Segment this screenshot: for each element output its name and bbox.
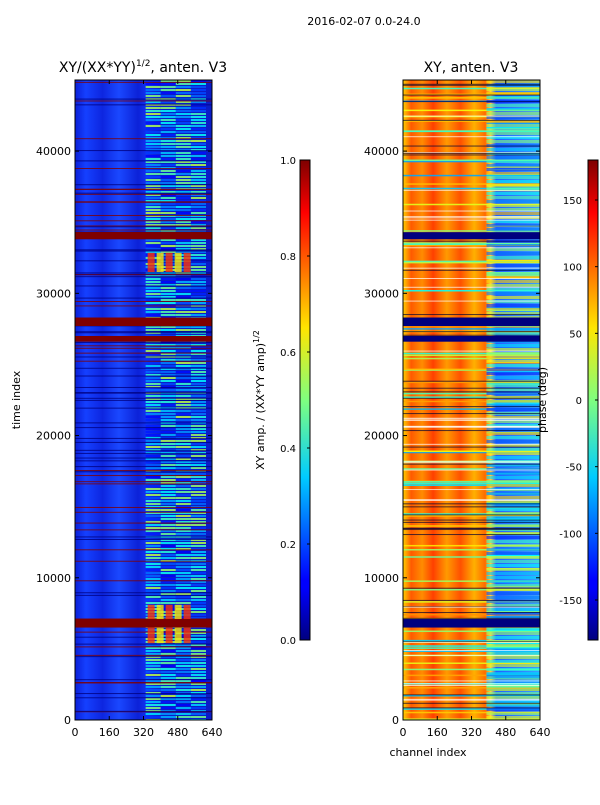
left-title-suffix: , anten. V3 — [150, 60, 227, 76]
left-title-exponent: 1/2 — [136, 59, 150, 69]
right-colorbar: -150 -100 -50 0 50 100 150 phase (deg) — [536, 159, 599, 641]
left-x-ticks: 0 160 320 480 640 — [72, 80, 223, 739]
left-chart-title: XY/(XX*YY)1/2, anten. V3 — [59, 59, 227, 76]
colorbar-tick-label: 0.4 — [280, 444, 296, 455]
right-x-ticks: 0 160 320 480 640 — [400, 80, 551, 739]
colorbar-tick-label: 1.0 — [280, 156, 296, 167]
left-saturated-bands — [75, 232, 212, 628]
flagged-band — [403, 317, 540, 327]
colorbar-tick-label: 50 — [569, 329, 582, 340]
left-y-axis-label: time index — [10, 370, 23, 429]
x-tick-label: 160 — [427, 726, 448, 739]
x-tick-label: 0 — [72, 726, 79, 739]
x-tick-label: 320 — [461, 726, 482, 739]
y-tick-label: 30000 — [36, 287, 71, 300]
y-tick-label: 20000 — [36, 430, 71, 443]
y-tick-label: 30000 — [364, 287, 399, 300]
right-y-ticks: 0 10000 20000 30000 40000 — [364, 145, 540, 727]
flagged-band — [75, 317, 212, 327]
y-tick-label: 0 — [64, 714, 71, 727]
flagged-band — [75, 619, 212, 628]
colorbar-tick-label: 0 — [576, 396, 582, 407]
right-x-axis-label: channel index — [389, 746, 467, 759]
left-y-ticks: 0 10000 20000 30000 40000 — [36, 145, 212, 727]
x-tick-label: 160 — [99, 726, 120, 739]
y-tick-label: 40000 — [36, 145, 71, 158]
colorbar-tick-label: -150 — [559, 596, 582, 607]
right-flagged-bands — [403, 232, 540, 628]
left-colorbar: 0.0 0.2 0.4 0.6 0.8 1.0 XY amp. / (XX*YY amp)… — [252, 156, 311, 647]
left-heatmap-texture — [75, 80, 212, 720]
colorbar-tick-label: 150 — [563, 196, 582, 207]
left-chart: XY/(XX*YY)1/2, anten. V3 0 160 320 480 640 0… — [10, 59, 227, 739]
colorbar-tick-label: 100 — [563, 263, 582, 274]
x-tick-label: 640 — [202, 726, 223, 739]
left-colorbar-label: XY amp. / (XX*YY amp)1/2 — [252, 330, 267, 470]
right-colorbar-label: phase (deg) — [536, 367, 549, 433]
flagged-band — [75, 336, 212, 342]
right-colorbar-ticks: -150 -100 -50 0 50 100 150 — [559, 196, 598, 607]
y-tick-label: 0 — [392, 714, 399, 727]
colorbar-tick-label: 0.6 — [280, 348, 296, 359]
right-heatmap-texture — [403, 80, 540, 720]
colorbar-tick-label: 0.8 — [280, 252, 296, 263]
right-chart-title: XY, anten. V3 — [424, 60, 519, 76]
x-tick-label: 0 — [400, 726, 407, 739]
colorbar-tick-label: -100 — [559, 529, 582, 540]
x-tick-label: 320 — [133, 726, 154, 739]
y-tick-label: 10000 — [36, 572, 71, 585]
left-colorbar-ticks: 0.0 0.2 0.4 0.6 0.8 1.0 — [280, 156, 310, 647]
left-colorbar-label-main: XY amp. / (XX*YY amp) — [254, 343, 267, 470]
x-tick-label: 480 — [167, 726, 188, 739]
flagged-band — [403, 619, 540, 628]
colorbar-tick-label: 0.0 — [280, 636, 296, 647]
left-title-main: XY/(XX*YY) — [59, 60, 136, 76]
colorbar-tick-label: -50 — [566, 463, 582, 474]
suptitle: 2016-02-07 0.0-24.0 — [307, 15, 420, 28]
x-tick-label: 640 — [530, 726, 551, 739]
left-colorbar-label-exponent: 1/2 — [252, 330, 261, 343]
flagged-band — [403, 232, 540, 240]
flagged-band — [75, 232, 212, 240]
y-tick-label: 40000 — [364, 145, 399, 158]
right-chart: XY, anten. V3 0 160 320 480 640 0 10000 20000 3… — [364, 60, 551, 759]
flagged-band — [403, 336, 540, 342]
x-tick-label: 480 — [495, 726, 516, 739]
left-colorbar-gradient — [299, 159, 311, 641]
y-tick-label: 20000 — [364, 430, 399, 443]
y-tick-label: 10000 — [364, 572, 399, 585]
colorbar-tick-label: 0.2 — [280, 540, 296, 551]
